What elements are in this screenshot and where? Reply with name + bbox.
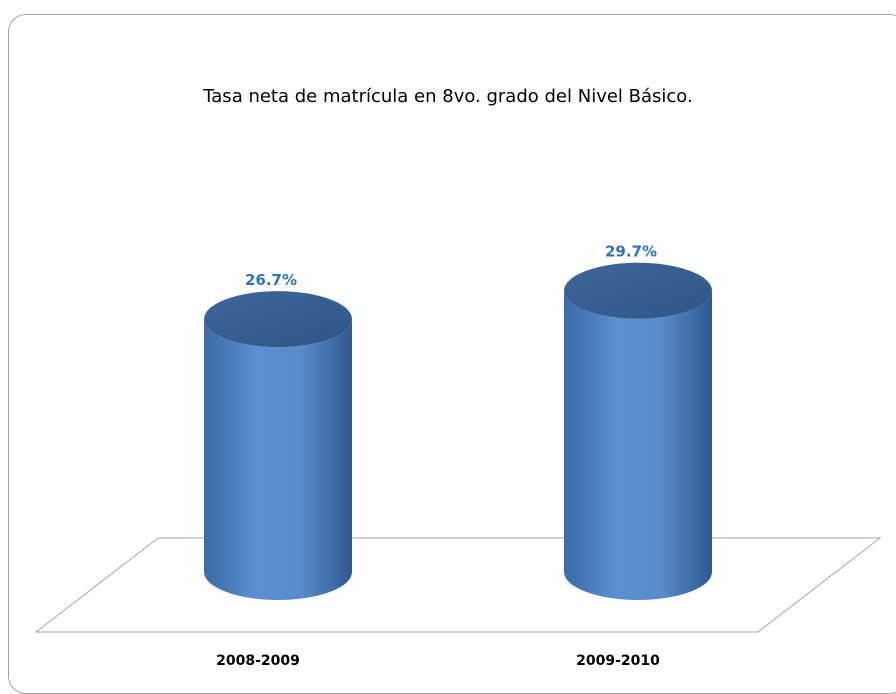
- cylinder-bar-chart: 26.7% 2008-2009 29.7% 2009-2010: [34, 243, 882, 669]
- bar-top-2009-2010: [564, 262, 712, 319]
- chart-floor: [34, 537, 882, 633]
- data-label-2009-2010: 29.7%: [605, 243, 657, 261]
- data-label-2008-2009: 26.7%: [245, 271, 297, 289]
- bar-2009-2010: [564, 290, 712, 600]
- bar-top-2008-2009: [204, 291, 352, 348]
- chart-area: [8, 14, 896, 694]
- category-label-2009-2010: 2009-2010: [576, 653, 660, 669]
- chart-title: Tasa neta de matrícula en 8vo. grado del…: [203, 86, 693, 107]
- category-label-2008-2009: 2008-2009: [216, 653, 300, 669]
- bar-2008-2009: [204, 319, 352, 600]
